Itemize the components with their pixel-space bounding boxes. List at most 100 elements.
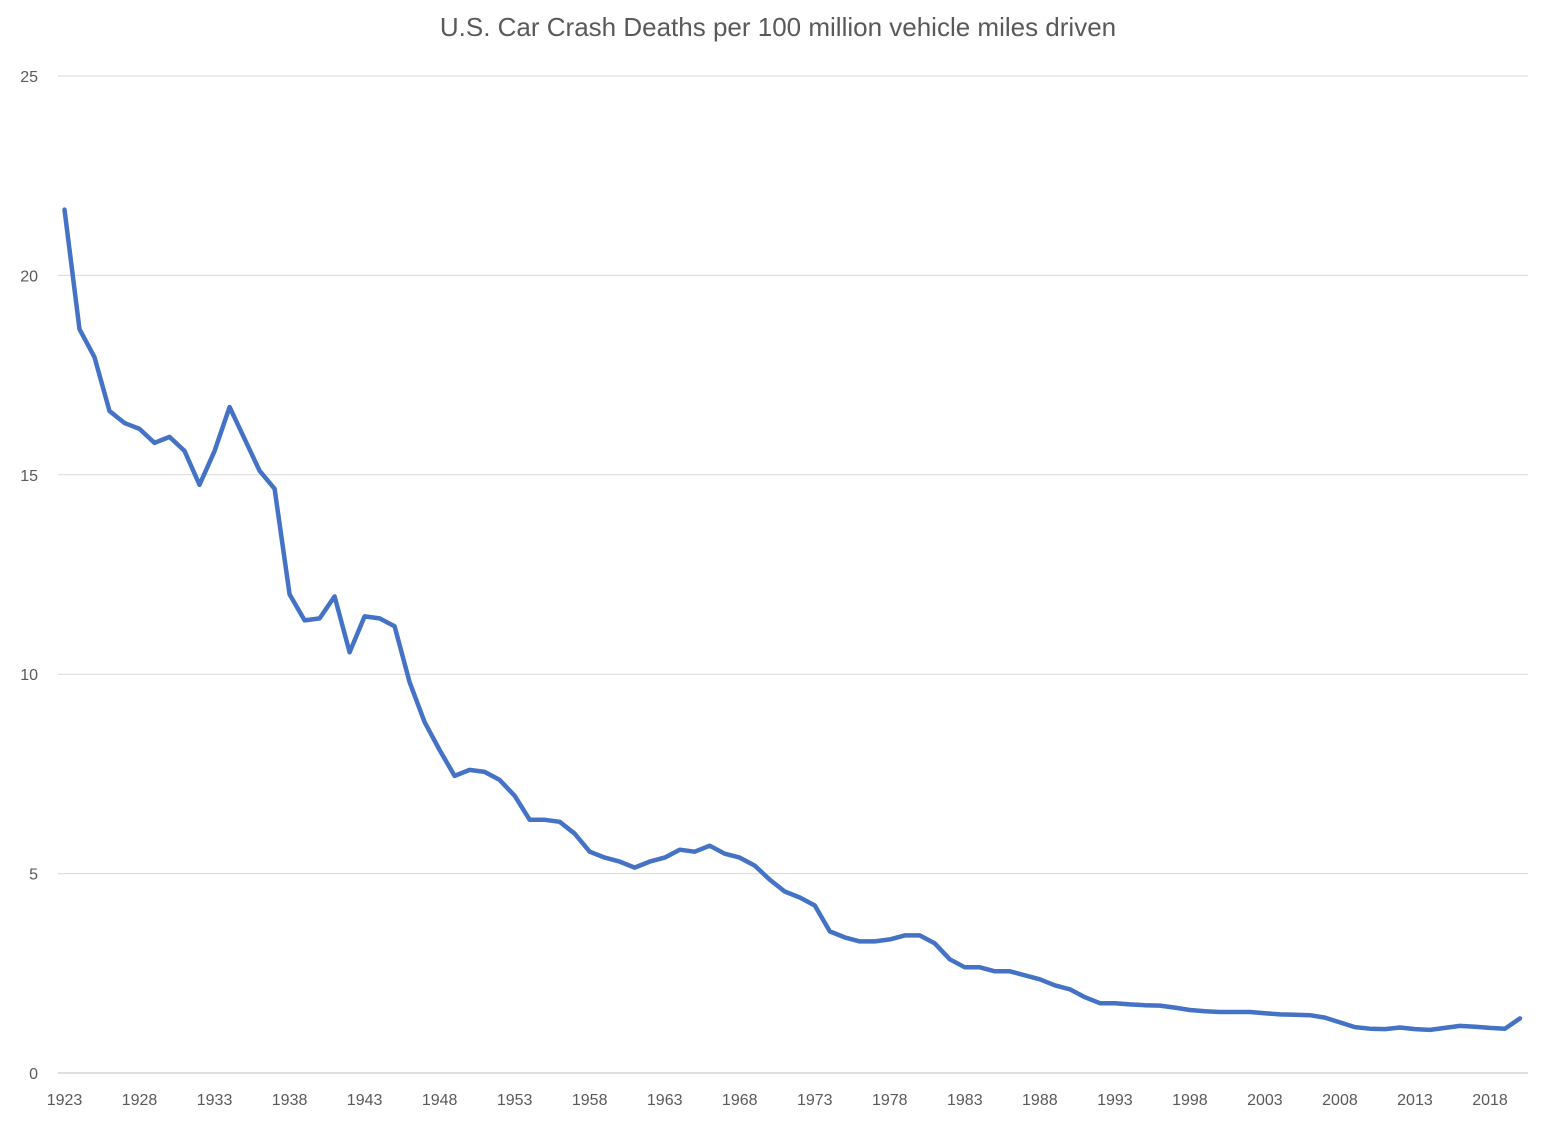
data-point [603,856,607,860]
y-tick-label: 25 [20,69,38,86]
data-point [1248,1010,1252,1014]
data-point [1428,1028,1432,1032]
data-point [63,208,67,212]
data-point [993,969,997,973]
data-point [1068,987,1072,991]
data-point [78,327,82,331]
data-point [513,794,517,798]
data-point [1263,1011,1267,1015]
data-point [258,469,262,473]
data-point [1503,1027,1507,1031]
data-point [1293,1013,1297,1017]
data-point [138,427,142,431]
data-point [978,965,982,969]
data-point [723,852,727,856]
x-tick-label: 1923 [47,1092,83,1109]
data-point [903,933,907,937]
data-point [528,818,532,822]
data-point [933,941,937,945]
data-point [1023,973,1027,977]
data-point [408,680,412,684]
data-point [858,939,862,943]
x-tick-label: 1928 [122,1092,158,1109]
data-point [363,614,367,618]
data-point [483,770,487,774]
data-point [1038,977,1042,981]
data-point [183,449,187,453]
data-point [498,778,502,782]
data-point [393,624,397,628]
data-point [1473,1025,1477,1029]
x-tick-label: 2008 [1322,1092,1358,1109]
data-point [888,937,892,941]
data-point [333,594,337,598]
data-point [1518,1016,1522,1020]
x-tick-label: 1933 [197,1092,233,1109]
y-tick-label: 20 [20,268,38,285]
data-point [123,421,127,425]
data-point [543,818,547,822]
data-point [573,832,577,836]
y-tick-label: 15 [20,468,38,485]
data-point [708,844,712,848]
data-point [648,860,652,864]
data-point [1443,1026,1447,1030]
x-tick-label: 2018 [1472,1092,1508,1109]
data-point [108,409,112,413]
data-point [843,935,847,939]
data-point [1188,1008,1192,1012]
data-point [1113,1001,1117,1005]
x-tick-label: 1968 [722,1092,758,1109]
data-point [1173,1006,1177,1010]
chart-title: U.S. Car Crash Deaths per 100 million ve… [439,12,1117,42]
y-axis-labels: 0 5 10 15 20 25 [20,69,38,1083]
x-tick-label: 1948 [422,1092,458,1109]
x-tick-label: 1973 [797,1092,833,1109]
data-point [1398,1026,1402,1030]
x-tick-label: 1998 [1172,1092,1208,1109]
data-point [873,939,877,943]
x-tick-label: 2003 [1247,1092,1283,1109]
data-point [453,774,457,778]
x-tick-label: 1953 [497,1092,533,1109]
data-point [153,441,157,445]
x-tick-label: 2013 [1397,1092,1433,1109]
data-point [1218,1010,1222,1014]
data-point [168,435,172,439]
y-tick-label: 5 [29,867,38,884]
x-axis-labels: 1923 1928 1933 1938 1943 1948 1953 1958 1963 1968… [47,1092,1508,1109]
x-tick-label: 1983 [947,1092,983,1109]
data-point [738,856,742,860]
x-tick-label: 1958 [572,1092,608,1109]
data-point [1383,1027,1387,1031]
data-point [1233,1010,1237,1014]
data-point [438,748,442,752]
x-tick-label: 1943 [347,1092,383,1109]
data-point [1098,1001,1102,1005]
data-point [1278,1012,1282,1016]
data-point [423,720,427,724]
x-tick-label: 1938 [272,1092,308,1109]
series-line-0 [62,207,1523,1033]
x-tick-label: 1993 [1097,1092,1133,1109]
data-point [273,487,277,491]
data-point [693,850,697,854]
gridlines [58,75,1528,1074]
data-point [468,768,472,772]
data-point [918,933,922,937]
data-point [1308,1013,1312,1017]
data-point [633,866,637,870]
data-point [1338,1020,1342,1024]
data-point [618,860,622,864]
y-tick-label: 0 [29,1066,38,1083]
series-layer [62,207,1523,1033]
x-tick-label: 1978 [872,1092,908,1109]
y-tick-label: 10 [20,667,38,684]
data-point [753,864,757,868]
data-point [678,848,682,852]
data-point [588,850,592,854]
data-point [1008,969,1012,973]
data-point [1458,1024,1462,1028]
